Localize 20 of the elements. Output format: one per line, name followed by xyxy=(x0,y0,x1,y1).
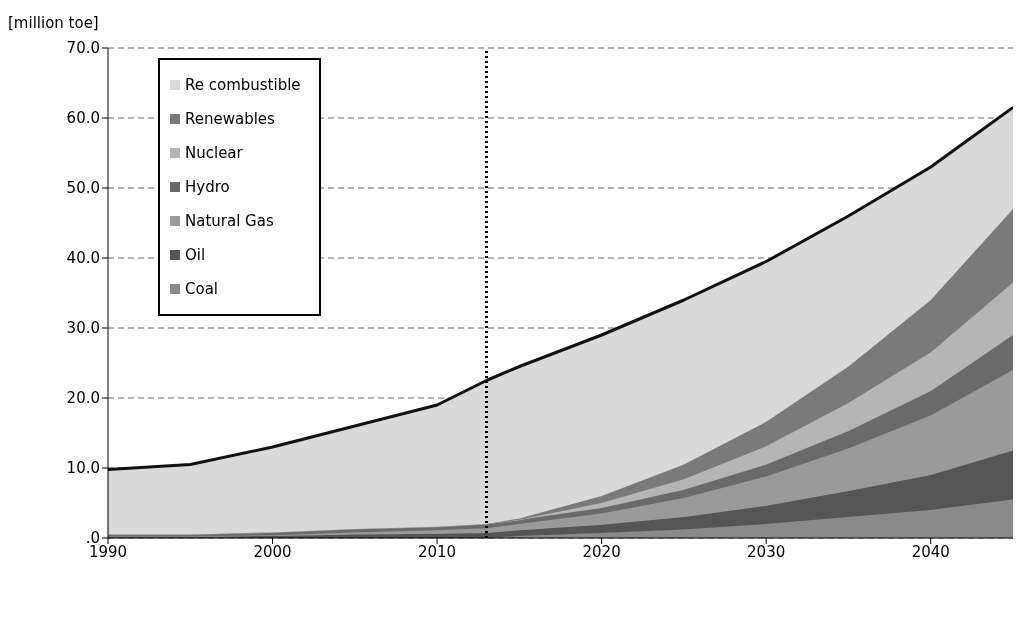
legend-label: Renewables xyxy=(185,110,275,128)
y-tick-label: 40.0 xyxy=(66,249,100,268)
legend-label: Hydro xyxy=(185,178,230,196)
y-tick-label: 70.0 xyxy=(66,39,100,58)
x-tick-label: 2040 xyxy=(911,542,950,561)
y-tick-label: 10.0 xyxy=(66,459,100,478)
x-tick-label: 2020 xyxy=(582,542,621,561)
legend-label: Coal xyxy=(185,280,219,298)
legend-label: Oil xyxy=(185,246,206,264)
x-tick-label: 2030 xyxy=(747,542,786,561)
y-tick-label: 60.0 xyxy=(66,109,100,128)
y-tick-label: 30.0 xyxy=(66,319,100,338)
y-axis-title: [million toe] xyxy=(8,14,99,32)
x-tick-label: 2000 xyxy=(253,542,292,561)
x-tick-label: 2010 xyxy=(418,542,457,561)
legend-label: Re combustible xyxy=(185,76,301,94)
y-tick-label: 20.0 xyxy=(66,389,100,408)
legend-label: Natural Gas xyxy=(185,212,274,230)
y-tick-label: 50.0 xyxy=(66,179,100,198)
legend-label: Nuclear xyxy=(185,144,243,162)
